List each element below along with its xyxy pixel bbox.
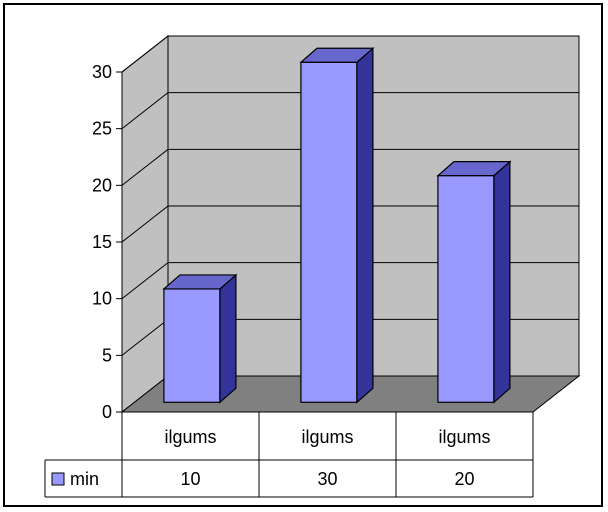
bar-front: [437, 175, 495, 403]
gridline: [121, 148, 579, 186]
y-tick-label: 30: [92, 62, 112, 82]
x-category-label: ilgums: [301, 427, 353, 447]
bar-top: [436, 161, 512, 177]
legend-swatch: [51, 472, 65, 486]
y-tick-label: 20: [92, 175, 112, 195]
bar: [299, 46, 375, 404]
data-table-value: 20: [454, 469, 474, 489]
y-tick-label: 25: [92, 119, 112, 139]
gridline: [121, 92, 579, 130]
y-tick-label: 5: [102, 345, 112, 365]
bar-front: [163, 288, 221, 403]
y-tick-label: 0: [102, 402, 112, 422]
bar-side: [356, 46, 374, 404]
bar-top: [162, 274, 238, 290]
bar-side: [493, 160, 511, 404]
bar-side: [219, 273, 237, 404]
data-table-value: 30: [317, 469, 337, 489]
y-tick-label: 15: [92, 232, 112, 252]
data-table-value: 10: [180, 469, 200, 489]
bar: [436, 160, 512, 404]
gridline: [121, 35, 579, 73]
bar-top: [299, 47, 375, 63]
bar-front: [300, 61, 358, 403]
legend-label: min: [70, 469, 99, 489]
x-category-label: ilgums: [438, 427, 490, 447]
bar: [162, 273, 238, 404]
x-category-label: ilgums: [164, 427, 216, 447]
y-tick-label: 10: [92, 289, 112, 309]
